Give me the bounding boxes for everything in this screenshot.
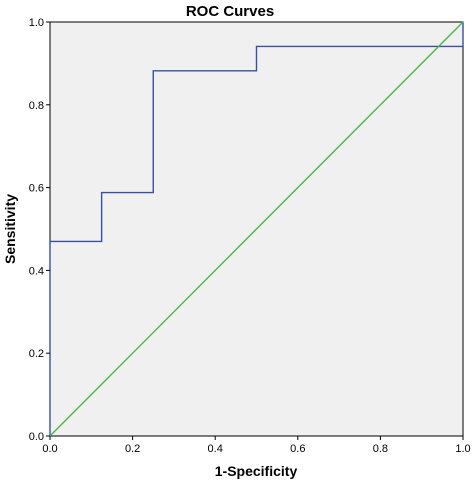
y-tick-label: 0.2 (29, 348, 44, 360)
x-tick-label: 0.4 (208, 443, 223, 455)
x-tick-label: 1.0 (455, 443, 470, 455)
y-tick-label: 0.0 (29, 431, 44, 443)
y-axis-title: Sensitivity (2, 194, 18, 264)
y-axis: 0.0 0.2 0.4 0.6 0.8 1.0 (29, 17, 50, 443)
x-tick-label: 0.8 (373, 443, 388, 455)
x-axis-title: 1-Specificity (215, 463, 298, 479)
y-tick-label: 0.6 (29, 183, 44, 195)
x-tick-label: 0.0 (42, 443, 57, 455)
y-tick-label: 0.4 (29, 265, 44, 277)
roc-curve-line (49, 22, 464, 436)
x-axis: 0.0 0.2 0.4 0.6 0.8 1.0 (42, 436, 471, 455)
y-tick-label: 1.0 (29, 17, 44, 29)
reference-line (49, 21, 464, 437)
chart-title: ROC Curves (186, 3, 274, 20)
y-tick-label: 0.8 (29, 100, 44, 112)
x-tick-label: 0.6 (290, 443, 305, 455)
series-layer (49, 21, 464, 437)
x-tick-label: 0.2 (125, 443, 140, 455)
